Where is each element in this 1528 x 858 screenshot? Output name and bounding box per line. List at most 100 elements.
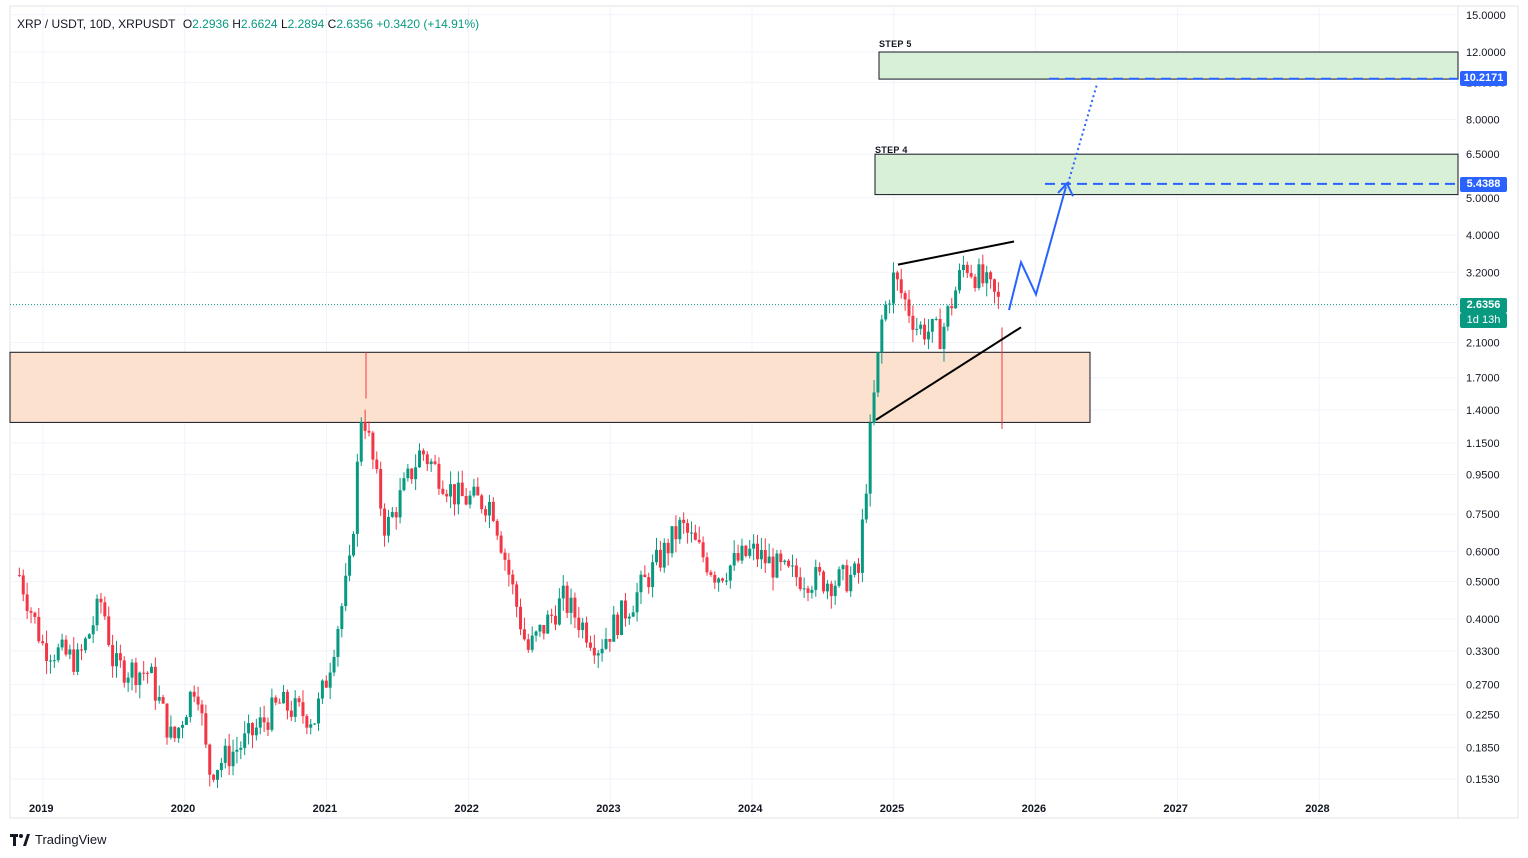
candle-body	[911, 315, 915, 330]
candle-body	[142, 672, 146, 674]
candle-body	[841, 565, 845, 570]
candle-body	[344, 575, 348, 607]
candle-body	[825, 583, 829, 592]
candle-body	[557, 598, 561, 625]
candle-body	[33, 612, 37, 617]
candle-body	[83, 638, 87, 651]
candle-body	[732, 553, 736, 566]
candle-body	[181, 724, 185, 728]
candle-body	[445, 493, 449, 497]
tradingview-logo-icon	[10, 833, 30, 846]
candle-body	[460, 482, 464, 497]
price-tick-label: 1.1500	[1466, 438, 1500, 450]
candle-body	[631, 612, 635, 617]
candle-body	[996, 291, 1000, 297]
candle-body	[340, 606, 344, 629]
price-tick-label: 12.0000	[1466, 47, 1506, 59]
candle-body	[76, 649, 80, 672]
candle-body	[686, 523, 690, 533]
candle-body	[721, 578, 725, 581]
price-tick-label: 0.9500	[1466, 470, 1500, 482]
ohlc-legend: XRP / USDT, 10D, XRPUSDT O2.2936 H2.6624…	[17, 17, 479, 31]
candle-body	[107, 616, 111, 646]
candle-body	[433, 461, 437, 464]
time-tick-label: 2020	[171, 803, 195, 815]
candle-body	[72, 649, 76, 672]
candle-body	[184, 717, 188, 725]
candle-body	[709, 572, 713, 575]
candle-body	[930, 319, 934, 332]
candle-body	[639, 574, 643, 593]
candle-body	[274, 697, 278, 703]
candle-body	[243, 733, 247, 748]
brand-label: TradingView	[35, 832, 107, 847]
candle-body	[783, 560, 787, 563]
candle-body	[410, 468, 414, 480]
high-label: H	[232, 17, 241, 31]
high-value: 2.6624	[240, 17, 278, 31]
candle-body	[798, 577, 802, 590]
close-value: 2.6356	[336, 17, 374, 31]
candle-body	[95, 598, 99, 626]
candle-body	[118, 653, 122, 661]
symbol-title[interactable]: XRP / USDT, 10D, XRPUSDT	[17, 17, 176, 31]
candle-body	[239, 747, 243, 750]
candle-body	[235, 749, 239, 752]
candle-body	[787, 560, 791, 567]
candle-body	[111, 645, 115, 667]
candle-body	[21, 575, 25, 595]
candle-body	[254, 727, 258, 736]
candle-body	[301, 702, 305, 717]
candle-body	[674, 526, 678, 540]
candle-body	[771, 556, 775, 578]
candle-body	[779, 553, 783, 563]
candle-body	[511, 574, 515, 585]
tradingview-watermark[interactable]: TradingView	[10, 832, 107, 847]
candle-body	[60, 639, 64, 648]
price-tick-label: 1.4000	[1466, 405, 1500, 417]
candle-body	[317, 698, 321, 724]
candle-body	[177, 727, 181, 739]
price-axis[interactable]: 15.000012.000010.00008.00006.50005.00004…	[1466, 10, 1506, 786]
candle-body	[961, 264, 965, 271]
candle-body	[588, 642, 592, 648]
candle-body	[888, 303, 892, 305]
candle-body	[157, 697, 161, 701]
candle-body	[814, 566, 818, 590]
candle-body	[810, 589, 814, 593]
candle-body	[822, 571, 826, 592]
time-axis[interactable]: 2019 2020 2021 2022 2023 2024 2025 2026 2027 2028	[29, 803, 1330, 815]
candle-body	[297, 698, 301, 703]
candle-body	[938, 318, 942, 349]
candle-body	[724, 580, 728, 582]
candle-body	[899, 279, 903, 294]
step5-zone	[878, 51, 1459, 80]
price-tick-label: 0.7500	[1466, 509, 1500, 521]
candle-body	[351, 533, 355, 556]
candle-body	[278, 702, 282, 704]
candle-body	[752, 543, 756, 549]
candle-body	[52, 660, 56, 662]
candle-body	[348, 555, 352, 576]
candle-body	[472, 486, 476, 496]
candle-body	[421, 450, 425, 455]
candle-body	[215, 770, 219, 780]
candle-body	[736, 553, 740, 561]
candle-body	[989, 272, 993, 280]
candle-body	[860, 519, 864, 573]
zone-label-step4: STEP 4	[875, 145, 908, 155]
candle-body	[305, 716, 309, 728]
candle-body	[480, 495, 484, 510]
price-tick-label: 6.5000	[1466, 149, 1500, 161]
candle-body	[647, 577, 651, 588]
candle-body	[499, 535, 503, 553]
price-tick-label: 3.2000	[1466, 267, 1500, 279]
candle-body	[596, 653, 600, 656]
price-tick-label: 0.2250	[1466, 710, 1500, 722]
price-tick-label: 4.0000	[1466, 230, 1500, 242]
candle-body	[476, 486, 480, 496]
candle-body	[429, 461, 433, 465]
candle-body	[402, 478, 406, 491]
candle-body	[919, 324, 923, 329]
